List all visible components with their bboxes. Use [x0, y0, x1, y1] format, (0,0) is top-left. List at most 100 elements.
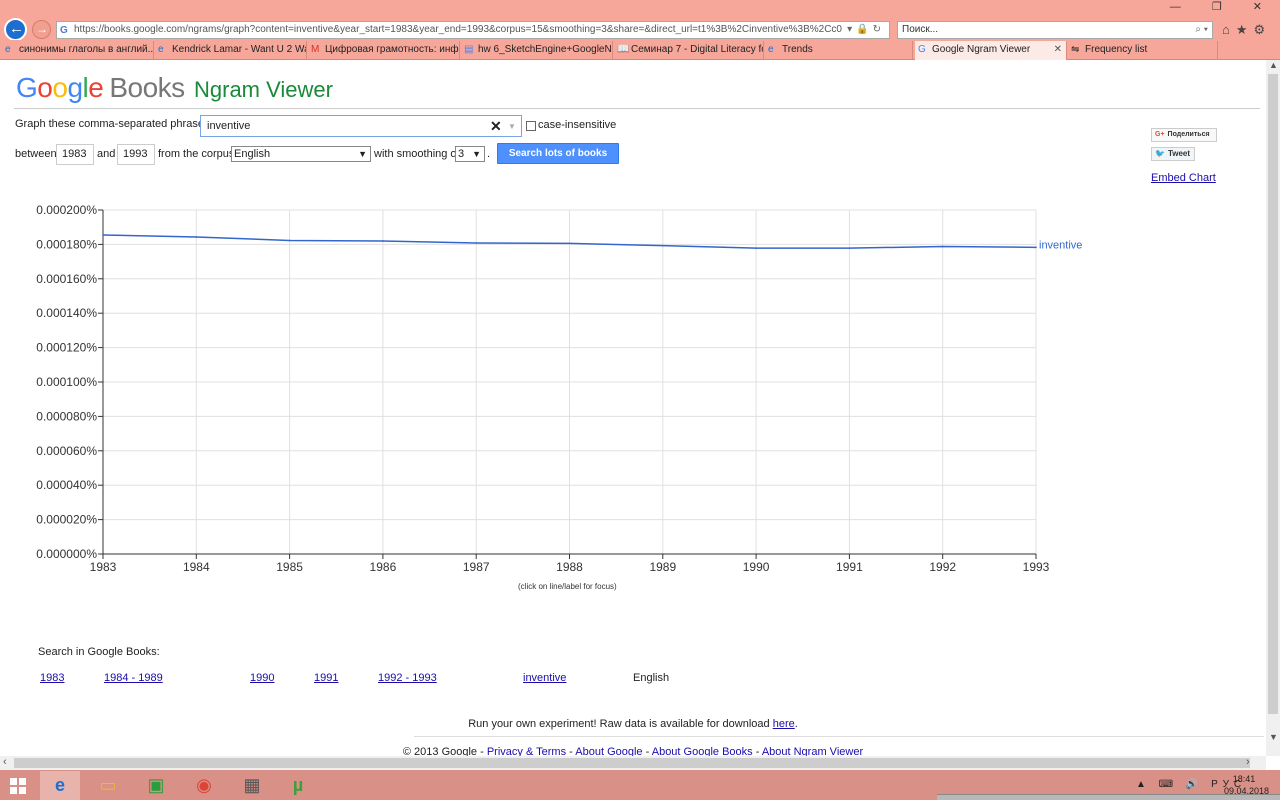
- books-link-1983[interactable]: 1983: [40, 672, 65, 684]
- series-label-inventive[interactable]: inventive: [1039, 239, 1082, 251]
- share-button[interactable]: G+ Поделиться: [1151, 128, 1217, 142]
- vertical-scroll-thumb[interactable]: [1268, 74, 1278, 714]
- tab-4[interactable]: 📖 Семинар 7 - Digital Literacy fo...: [614, 41, 764, 60]
- chart-focus-hint: (click on line/label for focus): [518, 582, 617, 591]
- docs-icon: ▤: [464, 44, 474, 55]
- close-tab-icon[interactable]: ✕: [1053, 44, 1062, 55]
- tweet-button[interactable]: 🐦 Tweet: [1151, 147, 1195, 161]
- address-url: https://books.google.com/ngrams/graph?co…: [74, 24, 842, 35]
- chevron-down-icon: ▼: [358, 149, 367, 159]
- back-button[interactable]: ←: [4, 18, 27, 41]
- data-point: [195, 236, 198, 238]
- y-tick-label: 0.000080%: [36, 409, 97, 423]
- forward-button[interactable]: →: [32, 20, 51, 39]
- taskbar-store-icon[interactable]: ▣: [147, 775, 165, 795]
- address-bar[interactable]: G https://books.google.com/ngrams/graph?…: [56, 21, 890, 39]
- google-favicon-icon: G: [60, 25, 68, 36]
- x-tick-label: 1992: [929, 560, 956, 574]
- tab-5[interactable]: e Trends: [765, 41, 913, 60]
- books-link-inventive[interactable]: inventive: [523, 672, 567, 684]
- tab-bar: e синонимы глаголы в англий... e Kendrick …: [0, 40, 1280, 60]
- tab-1[interactable]: e Kendrick Lamar - Want U 2 Wa...: [155, 41, 307, 60]
- windows-start-icon[interactable]: [10, 778, 26, 794]
- page-content: Google Books Ngram Viewer Graph these com…: [0, 60, 1266, 756]
- smoothing-select[interactable]: 3 ▼: [455, 146, 485, 162]
- x-tick-label: 1993: [1023, 560, 1050, 574]
- chevron-down-icon[interactable]: ▼: [508, 122, 516, 131]
- x-tick-label: 1983: [90, 560, 117, 574]
- ngram-chart[interactable]: 0.000000% 0.000020% 0.000040% 0.000060% 0.00…: [0, 190, 1120, 580]
- x-tick-label: 1989: [649, 560, 676, 574]
- about-google-link[interactable]: About Google: [575, 746, 643, 756]
- smoothing-label: with smoothing of: [374, 148, 460, 160]
- search-icon[interactable]: ⌕ ▾: [1195, 24, 1208, 35]
- scroll-right-icon[interactable]: ›: [1246, 756, 1250, 768]
- header-divider: [14, 108, 1260, 109]
- tab-3[interactable]: ▤ hw 6_SketchEngine+GoogleNg...: [461, 41, 613, 60]
- phrase-label: Graph these comma-separated phrases:: [15, 118, 213, 130]
- privacy-terms-link[interactable]: Privacy & Terms: [486, 746, 567, 756]
- corpus-label: from the corpus: [158, 148, 235, 160]
- app-title: Ngram Viewer: [194, 77, 333, 102]
- taskbar-ie-icon[interactable]: e: [40, 771, 80, 800]
- data-point: [475, 242, 478, 244]
- embed-chart-link[interactable]: Embed Chart: [1151, 172, 1216, 184]
- clear-icon[interactable]: ✕: [490, 118, 502, 134]
- books-link-1992-1993[interactable]: 1992 - 1993: [378, 672, 437, 684]
- search-in-books-label: Search in Google Books:: [38, 646, 160, 658]
- scroll-up-icon[interactable]: ▲: [1269, 60, 1278, 70]
- raw-data-line: Run your own experiment! Raw data is ava…: [468, 718, 798, 730]
- chart-series[interactable]: inventive: [102, 234, 1082, 251]
- window-controls[interactable]: — ❐ ✕: [1169, 1, 1276, 13]
- y-axis-ticks: 0.000000% 0.000020% 0.000040% 0.000060% 0.00…: [36, 203, 97, 561]
- x-tick-label: 1991: [836, 560, 863, 574]
- x-tick-label: 1990: [743, 560, 770, 574]
- tab-active[interactable]: G Google Ngram Viewer ✕: [915, 41, 1067, 60]
- raw-data-link[interactable]: here: [772, 718, 795, 730]
- books-link-1990[interactable]: 1990: [250, 672, 275, 684]
- x-tick-label: 1987: [463, 560, 490, 574]
- and-label: and: [97, 148, 116, 160]
- y-tick-label: 0.000020%: [36, 513, 97, 527]
- browser-toolbar-icons[interactable]: ⌂★⚙: [1222, 22, 1272, 37]
- between-label: between: [15, 148, 57, 160]
- search-button[interactable]: Search lots of books: [497, 143, 619, 164]
- book-icon: 📖: [617, 44, 630, 55]
- browser-search-placeholder: Поиск...: [902, 24, 939, 35]
- google-icon: G: [918, 44, 926, 55]
- tab-7[interactable]: ⇋ Frequency list: [1068, 41, 1218, 60]
- taskbar-chrome-icon[interactable]: ◉: [196, 775, 212, 795]
- about-ngram-viewer-link[interactable]: About Ngram Viewer: [761, 746, 864, 756]
- taskbar-clock[interactable]: 18:41 09.04.2018: [1224, 774, 1270, 796]
- taskbar-utorrent-icon[interactable]: µ: [292, 775, 304, 795]
- google-books-logo[interactable]: Google Books: [16, 72, 185, 103]
- about-google-books-link[interactable]: About Google Books: [651, 746, 753, 756]
- books-link-1991[interactable]: 1991: [314, 672, 339, 684]
- tab-2[interactable]: M Цифровая грамотность: инф...: [308, 41, 460, 60]
- books-link-1984-1989[interactable]: 1984 - 1989: [104, 672, 163, 684]
- tab-0[interactable]: e синонимы глаголы в англий...: [2, 41, 154, 60]
- phrase-input[interactable]: inventive: [200, 115, 522, 137]
- address-tools-icons[interactable]: ▾🔒↻: [847, 24, 885, 35]
- footer-divider: [414, 736, 1264, 737]
- case-insensitive-checkbox[interactable]: [526, 121, 536, 131]
- scroll-left-icon[interactable]: ‹: [3, 756, 7, 768]
- taskbar-explorer-icon[interactable]: ▭: [99, 775, 117, 795]
- data-point: [102, 234, 104, 236]
- corpus-select[interactable]: English ▼: [231, 146, 371, 162]
- y-tick-label: 0.000140%: [36, 306, 97, 320]
- back-arrow-icon: ←: [9, 20, 24, 37]
- y-tick-label: 0.000100%: [36, 375, 97, 389]
- system-tray[interactable]: ▲ ⌨ 🔊 РУС: [1136, 779, 1247, 790]
- horizontal-scrollbar[interactable]: ‹ ›: [0, 756, 1266, 770]
- year-start-input[interactable]: 1983: [56, 144, 94, 165]
- forward-arrow-icon: →: [36, 22, 48, 36]
- browser-search-box[interactable]: Поиск... ⌕ ▾: [897, 21, 1213, 39]
- case-insensitive-label: case-insensitive: [538, 119, 617, 131]
- scroll-down-icon[interactable]: ▼: [1269, 732, 1278, 742]
- year-end-input[interactable]: 1993: [117, 144, 155, 165]
- taskbar-calculator-icon[interactable]: ▦: [243, 775, 261, 795]
- vertical-scrollbar[interactable]: ▲ ▼: [1266, 60, 1280, 756]
- data-point: [755, 247, 757, 249]
- horizontal-scroll-thumb[interactable]: [14, 758, 1250, 768]
